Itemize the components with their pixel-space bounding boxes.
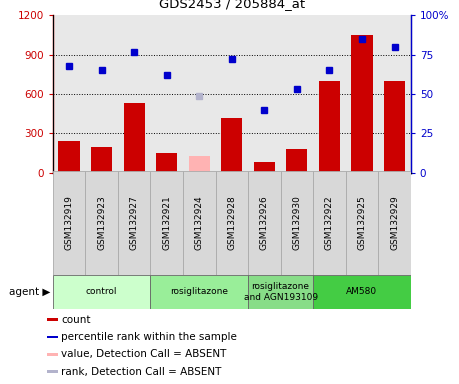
- Bar: [47, 353, 58, 356]
- Bar: [151, 275, 248, 309]
- Bar: [286, 149, 308, 173]
- Text: agent ▶: agent ▶: [9, 287, 50, 297]
- Text: GSM132923: GSM132923: [97, 195, 106, 250]
- Bar: [216, 171, 248, 275]
- Text: GSM132924: GSM132924: [195, 195, 204, 250]
- Text: percentile rank within the sample: percentile rank within the sample: [61, 332, 237, 342]
- Bar: [319, 81, 340, 173]
- Text: GSM132928: GSM132928: [227, 195, 236, 250]
- Text: rank, Detection Call = ABSENT: rank, Detection Call = ABSENT: [61, 366, 221, 377]
- Bar: [352, 35, 373, 173]
- Text: control: control: [86, 287, 118, 296]
- Bar: [156, 153, 177, 173]
- Bar: [254, 162, 275, 173]
- Bar: [248, 275, 313, 309]
- Text: AM580: AM580: [347, 287, 378, 296]
- Bar: [151, 171, 183, 275]
- Bar: [280, 171, 313, 275]
- Bar: [384, 81, 405, 173]
- Bar: [248, 171, 280, 275]
- Text: rosiglitazone: rosiglitazone: [170, 287, 228, 296]
- Text: GSM132927: GSM132927: [129, 195, 139, 250]
- Text: GSM132930: GSM132930: [292, 195, 302, 250]
- Bar: [58, 141, 80, 173]
- Text: GSM132926: GSM132926: [260, 195, 269, 250]
- Bar: [221, 118, 242, 173]
- Bar: [53, 275, 151, 309]
- Text: GSM132919: GSM132919: [65, 195, 73, 250]
- Text: GSM132922: GSM132922: [325, 195, 334, 250]
- Text: GSM132921: GSM132921: [162, 195, 171, 250]
- Bar: [47, 318, 58, 321]
- Bar: [378, 171, 411, 275]
- Bar: [313, 171, 346, 275]
- Text: count: count: [61, 314, 90, 325]
- Text: GDS2453 / 205884_at: GDS2453 / 205884_at: [159, 0, 305, 10]
- Bar: [53, 171, 85, 275]
- Bar: [183, 171, 216, 275]
- Text: value, Detection Call = ABSENT: value, Detection Call = ABSENT: [61, 349, 226, 359]
- Text: rosiglitazone
and AGN193109: rosiglitazone and AGN193109: [244, 282, 318, 301]
- Text: GSM132925: GSM132925: [358, 195, 366, 250]
- Bar: [123, 103, 145, 173]
- Bar: [346, 171, 378, 275]
- Bar: [189, 156, 210, 173]
- Bar: [91, 147, 112, 173]
- Text: GSM132929: GSM132929: [390, 195, 399, 250]
- Bar: [47, 336, 58, 338]
- Bar: [118, 171, 151, 275]
- Bar: [313, 275, 411, 309]
- Bar: [47, 370, 58, 373]
- Bar: [85, 171, 118, 275]
